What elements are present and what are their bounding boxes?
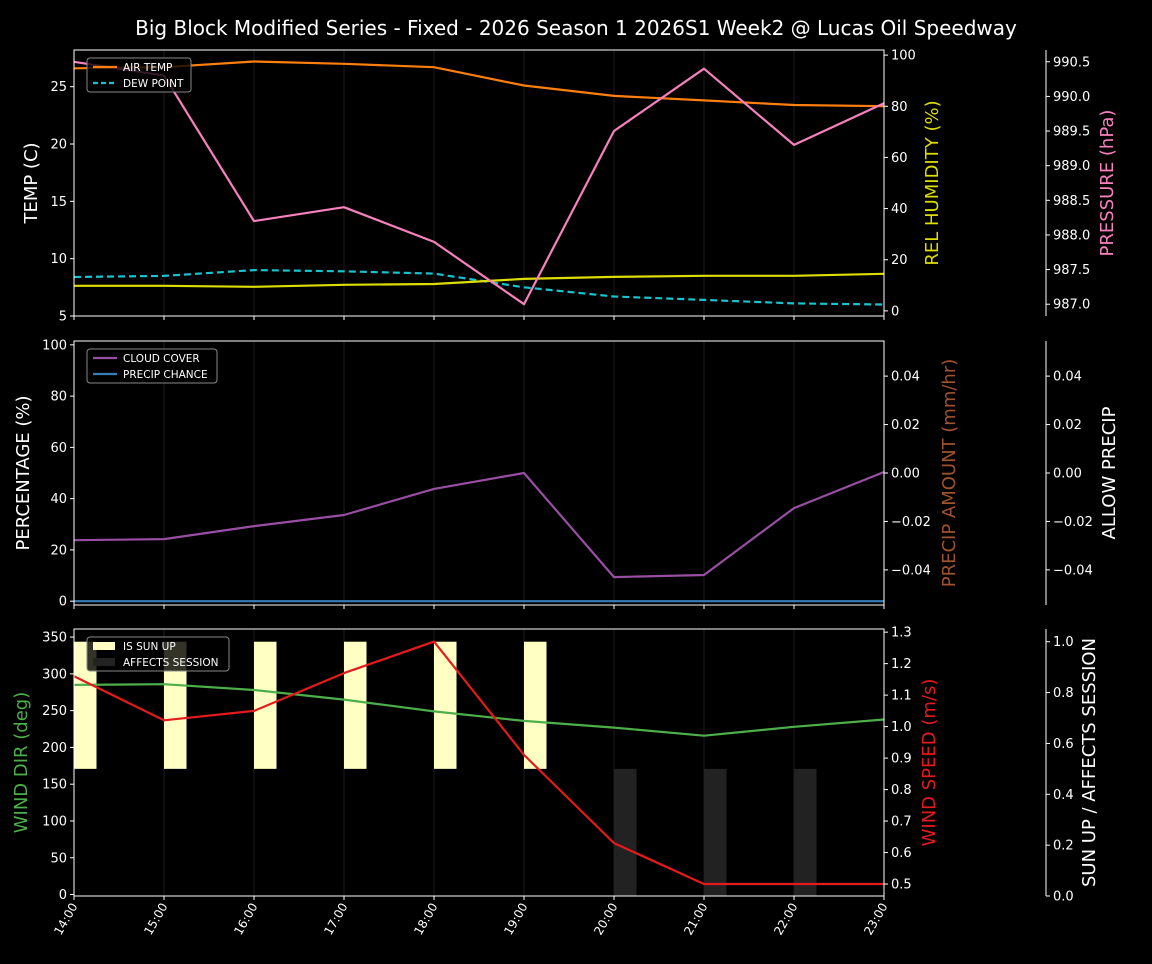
right2-tick-label: 987.5 — [1053, 263, 1090, 278]
right2-tick-label: −0.04 — [1053, 563, 1093, 578]
right-tick-label: 60 — [891, 151, 908, 166]
right-axis-label: PRECIP AMOUNT (mm/hr) — [939, 359, 960, 588]
legend-swatch — [93, 658, 115, 666]
bar-affects-session — [614, 769, 637, 896]
right-tick-label: −0.04 — [891, 563, 931, 578]
right2-tick-label: 0.6 — [1053, 737, 1074, 752]
right-axis-label: REL HUMIDITY (%) — [922, 100, 943, 265]
left-axis-label: TEMP (C) — [21, 142, 42, 224]
right-tick-label: 1.3 — [891, 626, 912, 641]
right-tick-label: 0.9 — [891, 752, 912, 767]
right2-tick-label: 989.0 — [1053, 159, 1090, 174]
right-tick-label: 0.02 — [891, 418, 920, 433]
legend-label: IS SUN UP — [123, 641, 176, 653]
legend-label: CLOUD COVER — [123, 353, 200, 365]
right-tick-label: 100 — [891, 49, 916, 64]
right2-axis-label: PRESSURE (hPa) — [1097, 110, 1118, 257]
legend: CLOUD COVER PRECIP CHANCE — [87, 349, 217, 383]
left-axis-label: PERCENTAGE (%) — [13, 395, 34, 550]
left-tick-label: 20 — [50, 543, 67, 558]
left-tick-label: 20 — [50, 138, 67, 153]
right2-tick-label: 989.5 — [1053, 125, 1090, 140]
left-tick-label: 100 — [42, 338, 67, 353]
right-tick-label: 1.1 — [891, 689, 912, 704]
left-tick-label: 250 — [42, 704, 67, 719]
left-tick-label: 10 — [50, 252, 67, 267]
right-tick-label: 40 — [891, 202, 908, 217]
legend-swatch — [93, 642, 115, 650]
right2-tick-label: 0.04 — [1053, 370, 1082, 385]
right2-tick-label: 988.5 — [1053, 194, 1090, 209]
bar-is-sun-up — [344, 642, 367, 769]
right2-tick-label: 0.8 — [1053, 686, 1074, 701]
left-tick-label: 25 — [50, 80, 67, 95]
legend-label: PRECIP CHANCE — [123, 369, 208, 381]
left-tick-label: 0 — [59, 888, 67, 903]
right2-tick-label: −0.02 — [1053, 515, 1093, 530]
chart-title: Big Block Modified Series - Fixed - 2026… — [135, 16, 1017, 40]
legend-label: DEW POINT — [123, 78, 184, 90]
right2-tick-label: 0.00 — [1053, 467, 1082, 482]
left-tick-label: 40 — [50, 492, 67, 507]
left-tick-label: 50 — [50, 851, 67, 866]
right-tick-label: 0 — [891, 304, 899, 319]
right-tick-label: 0.7 — [891, 815, 912, 830]
left-tick-label: 80 — [50, 390, 67, 405]
right-tick-label: −0.02 — [891, 515, 931, 530]
left-tick-label: 15 — [50, 195, 67, 210]
right-tick-label: 0.5 — [891, 878, 912, 893]
right2-tick-label: 988.0 — [1053, 228, 1090, 243]
left-tick-label: 350 — [42, 631, 67, 646]
bar-affects-session — [704, 769, 727, 896]
left-tick-label: 150 — [42, 778, 67, 793]
bar-is-sun-up — [524, 642, 547, 769]
right-tick-label: 80 — [891, 100, 908, 115]
legend: AIR TEMP DEW POINT — [87, 58, 191, 92]
bar-affects-session — [794, 769, 817, 896]
left-tick-label: 5 — [59, 310, 67, 325]
right2-tick-label: 987.0 — [1053, 298, 1090, 313]
right-tick-label: 20 — [891, 253, 908, 268]
left-axis-label: WIND DIR (deg) — [11, 692, 32, 834]
left-tick-label: 200 — [42, 741, 67, 756]
right2-tick-label: 990.5 — [1053, 55, 1090, 70]
right-tick-label: 0.00 — [891, 467, 920, 482]
right2-axis-label: SUN UP / AFFECTS SESSION — [1079, 638, 1100, 887]
right2-axis-label: ALLOW PRECIP — [1099, 406, 1120, 539]
legend-label: AFFECTS SESSION — [123, 657, 219, 669]
right-tick-label: 0.04 — [891, 370, 920, 385]
right2-tick-label: 0.4 — [1053, 788, 1074, 803]
right-tick-label: 0.8 — [891, 783, 912, 798]
right-tick-label: 0.6 — [891, 846, 912, 861]
legend: IS SUN UP AFFECTS SESSION — [87, 637, 229, 671]
left-tick-label: 300 — [42, 667, 67, 682]
legend-label: AIR TEMP — [123, 62, 172, 74]
right2-tick-label: 1.0 — [1053, 635, 1074, 650]
right2-tick-label: 0.2 — [1053, 839, 1074, 854]
left-tick-label: 60 — [50, 441, 67, 456]
right-tick-label: 1.0 — [891, 720, 912, 735]
right-axis-label: WIND SPEED (m/s) — [919, 679, 940, 847]
left-tick-label: 100 — [42, 814, 67, 829]
right-tick-label: 1.2 — [891, 657, 912, 672]
right2-tick-label: 0.02 — [1053, 418, 1082, 433]
right2-tick-label: 0.0 — [1053, 890, 1074, 905]
bar-is-sun-up — [434, 642, 457, 769]
left-tick-label: 0 — [59, 595, 67, 610]
right2-tick-label: 990.0 — [1053, 90, 1090, 105]
